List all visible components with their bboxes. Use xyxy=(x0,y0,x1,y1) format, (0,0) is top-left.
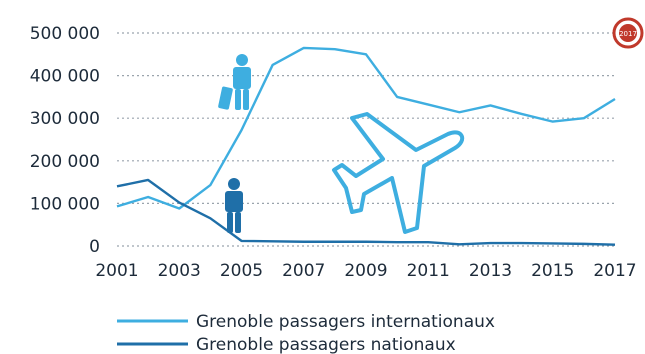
x-tick-label: 2009 xyxy=(344,261,387,281)
x-tick-label: 2001 xyxy=(95,261,138,281)
x-tick-label: 2003 xyxy=(158,261,201,281)
traveler-icon xyxy=(225,178,243,233)
series-line-national xyxy=(116,178,616,246)
y-tick-label: 300 000 xyxy=(30,109,100,129)
year-badge-text: 2017 xyxy=(619,30,637,38)
year-badge: 2017 xyxy=(612,17,644,49)
legend: Grenoble passagers internationaux Grenob… xyxy=(117,312,495,354)
x-tick-label: 2013 xyxy=(469,261,512,281)
y-tick-label: 500 000 xyxy=(30,24,100,44)
legend-label-international: Grenoble passagers internationaux xyxy=(196,312,495,332)
y-tick-label: 0 xyxy=(89,237,100,257)
y-tick-label: 100 000 xyxy=(30,194,100,214)
series-line-international xyxy=(116,46,616,210)
x-tick-label: 2005 xyxy=(220,261,263,281)
airplane-icon xyxy=(332,112,465,234)
y-tick-label: 200 000 xyxy=(30,152,100,172)
traveler-with-suitcase-icon xyxy=(218,54,251,110)
x-tick-label: 2011 xyxy=(407,261,450,281)
series-lines xyxy=(116,46,616,246)
x-tick-label: 2017 xyxy=(593,261,636,281)
x-tick-label: 2015 xyxy=(531,261,574,281)
x-axis-tick-labels: 2001 2003 2005 2007 2009 2011 2013 2015 2017 xyxy=(95,261,636,281)
x-tick-label: 2007 xyxy=(282,261,325,281)
legend-label-national: Grenoble passagers nationaux xyxy=(196,335,456,354)
y-tick-label: 400 000 xyxy=(30,67,100,87)
y-axis-tick-labels: 0 100 000 200 000 300 000 400 000 500 000 xyxy=(30,24,100,257)
grid-lines xyxy=(117,32,615,247)
